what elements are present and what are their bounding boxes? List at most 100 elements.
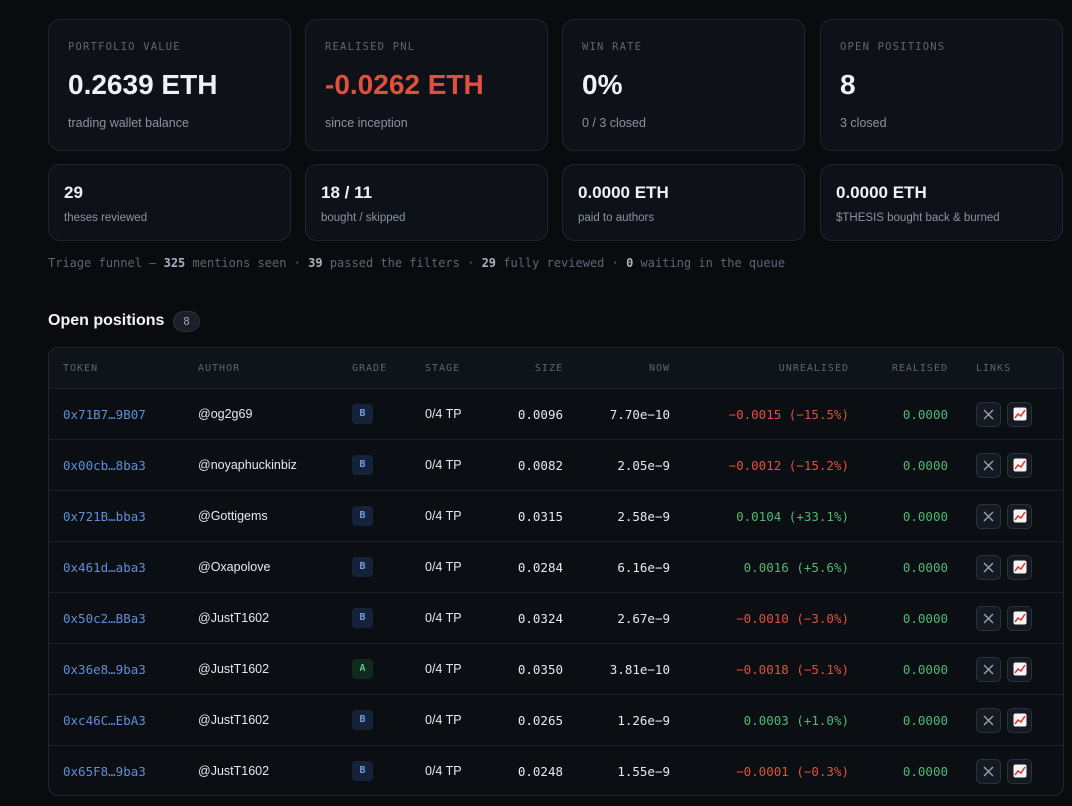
links xyxy=(948,503,1063,529)
chart-link-button[interactable] xyxy=(1007,707,1032,733)
links xyxy=(948,707,1063,733)
card-sub: theses reviewed xyxy=(64,212,148,224)
size: 0.0096 xyxy=(517,406,563,422)
chart-link-button[interactable] xyxy=(1007,605,1032,631)
stage: 0/4 TP xyxy=(425,764,462,778)
funnel-count: 0 xyxy=(626,256,634,270)
x-link-button[interactable] xyxy=(976,758,1001,784)
card-label: REALISED PNL xyxy=(325,41,416,53)
unrealised-pnl: −0.0015 (−15.5%) xyxy=(728,406,849,422)
count-badge: 8 xyxy=(173,311,200,332)
token-link[interactable]: 0xc46C…EbA3 xyxy=(63,712,146,728)
stat-card: 0.0000 ETH paid to authors xyxy=(562,164,805,241)
funnel-text: mentions seen · xyxy=(192,256,301,270)
table-header: TOKEN AUTHOR GRADE STAGE SIZE NOW UNREALISED RE… xyxy=(49,348,1063,388)
token-link[interactable]: 0x721B…bba3 xyxy=(63,508,146,524)
size: 0.0082 xyxy=(517,457,563,473)
unrealised-pnl: −0.0001 (−0.3%) xyxy=(736,763,849,779)
funnel-text: waiting in the queue xyxy=(640,256,786,270)
x-link-button[interactable] xyxy=(976,401,1001,427)
table-row: 0xc46C…EbA3 @JustT1602 B 0/4 TP 0.0265 1.26e−… xyxy=(49,694,1063,745)
positions-table: TOKEN AUTHOR GRADE STAGE SIZE NOW UNREALISED RE… xyxy=(48,347,1064,796)
links xyxy=(948,452,1063,478)
author: @Gottigems xyxy=(198,509,268,523)
price-now: 2.67e−9 xyxy=(617,610,670,626)
funnel-count: 29 xyxy=(481,256,497,270)
stage: 0/4 TP xyxy=(425,560,462,574)
stage: 0/4 TP xyxy=(425,458,462,472)
chart-link-button[interactable] xyxy=(1007,401,1032,427)
size: 0.0284 xyxy=(517,559,563,575)
price-now: 1.26e−9 xyxy=(617,712,670,728)
token-link[interactable]: 0x36e8…9ba3 xyxy=(63,661,146,677)
x-link-button[interactable] xyxy=(976,452,1001,478)
size: 0.0315 xyxy=(517,508,563,524)
column-header: REALISED xyxy=(891,362,948,374)
chart-link-button[interactable] xyxy=(1007,452,1032,478)
author: @JustT1602 xyxy=(198,764,270,778)
table-row: 0x36e8…9ba3 @JustT1602 A 0/4 TP 0.0350 3.81e−… xyxy=(49,643,1063,694)
card-label: OPEN POSITIONS xyxy=(840,41,946,53)
stat-card: PORTFOLIO VALUE 0.2639 ETH trading wallet … xyxy=(48,19,291,151)
price-now: 7.70e−10 xyxy=(609,406,670,422)
links xyxy=(948,656,1063,682)
grade-cell: A xyxy=(352,659,425,679)
grade-badge: B xyxy=(352,761,373,781)
stage: 0/4 TP xyxy=(425,662,462,676)
token-link[interactable]: 0x461d…aba3 xyxy=(63,559,146,575)
stat-card: 0.0000 ETH $THESIS bought back & burned xyxy=(820,164,1063,241)
size: 0.0265 xyxy=(517,712,563,728)
realised-pnl: 0.0000 xyxy=(902,610,948,626)
size: 0.0248 xyxy=(517,763,563,779)
stat-card: 29 theses reviewed xyxy=(48,164,291,241)
stage: 0/4 TP xyxy=(425,509,462,523)
card-value: -0.0262 ETH xyxy=(325,69,484,100)
stat-card: OPEN POSITIONS 8 3 closed xyxy=(820,19,1063,151)
grade-badge: B xyxy=(352,608,373,628)
table-row: 0x50c2…BBa3 @JustT1602 B 0/4 TP 0.0324 2.67e−… xyxy=(49,592,1063,643)
table-row: 0x461d…aba3 @Oxapolove B 0/4 TP 0.0284 6.16e−… xyxy=(49,541,1063,592)
stage: 0/4 TP xyxy=(425,407,462,421)
chart-link-button[interactable] xyxy=(1007,554,1032,580)
links xyxy=(948,758,1063,784)
author: @JustT1602 xyxy=(198,713,270,727)
token-link[interactable]: 0x50c2…BBa3 xyxy=(63,610,146,626)
grade-badge: B xyxy=(352,557,373,577)
column-header: LINKS xyxy=(976,362,1012,374)
size: 0.0350 xyxy=(517,661,563,677)
column-header: SIZE xyxy=(534,362,563,374)
grade-badge: A xyxy=(352,659,373,679)
grade-cell: B xyxy=(352,506,425,526)
token-link[interactable]: 0x00cb…8ba3 xyxy=(63,457,146,473)
grade-cell: B xyxy=(352,404,425,424)
x-link-button[interactable] xyxy=(976,656,1001,682)
card-value: 0% xyxy=(582,69,623,100)
price-now: 2.05e−9 xyxy=(617,457,670,473)
grade-badge: B xyxy=(352,455,373,475)
grade-badge: B xyxy=(352,710,373,730)
size: 0.0324 xyxy=(517,610,563,626)
token-link[interactable]: 0x71B7…9B07 xyxy=(63,406,146,422)
chart-link-button[interactable] xyxy=(1007,656,1032,682)
x-link-button[interactable] xyxy=(976,605,1001,631)
price-now: 2.58e−9 xyxy=(617,508,670,524)
x-link-button[interactable] xyxy=(976,707,1001,733)
author: @Oxapolove xyxy=(198,560,271,574)
realised-pnl: 0.0000 xyxy=(902,406,948,422)
table-row: 0x00cb…8ba3 @noyaphuckinbiz B 0/4 TP 0.0082 2… xyxy=(49,439,1063,490)
author: @og2g69 xyxy=(198,407,253,421)
column-header: AUTHOR xyxy=(198,362,241,374)
grade-cell: B xyxy=(352,761,425,781)
chart-link-button[interactable] xyxy=(1007,503,1032,529)
column-header: GRADE xyxy=(352,362,388,374)
unrealised-pnl: −0.0018 (−5.1%) xyxy=(736,661,849,677)
grade-badge: B xyxy=(352,506,373,526)
card-value: 18 / 11 xyxy=(321,183,373,202)
x-link-button[interactable] xyxy=(976,554,1001,580)
token-link[interactable]: 0x65F8…9ba3 xyxy=(63,763,146,779)
card-value: 0.0000 ETH xyxy=(836,183,927,202)
x-link-button[interactable] xyxy=(976,503,1001,529)
column-header: STAGE xyxy=(425,362,461,374)
card-sub: 0 / 3 closed xyxy=(582,116,646,130)
chart-link-button[interactable] xyxy=(1007,758,1032,784)
